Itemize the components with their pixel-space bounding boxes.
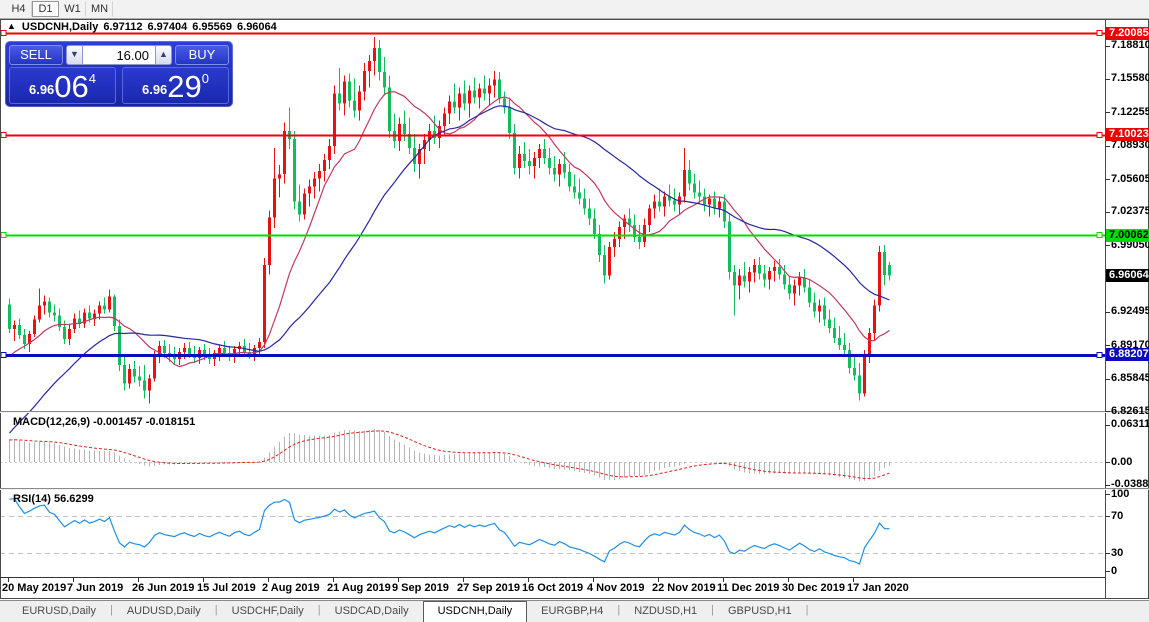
tab-separator: | <box>317 604 321 616</box>
tab-usdcad-daily[interactable]: USDCAD,Daily <box>334 605 409 617</box>
rsi-indicator-label: RSI(14) 56.6299 <box>13 493 94 505</box>
rsi-axis-label: 70 <box>1111 509 1124 522</box>
tab-eurusd-daily[interactable]: EURUSD,Daily <box>22 605 96 617</box>
price-axis-label: 6.89170 <box>1111 338 1149 351</box>
date-axis-label[interactable]: 30 Dec 2019 <box>782 582 845 594</box>
date-axis-label[interactable]: 21 Aug 2019 <box>327 582 391 594</box>
volume-input[interactable]: 16.00 <box>83 45 155 65</box>
price-axis-label: 6.99050 <box>1111 238 1149 251</box>
ohlc-low: 6.95569 <box>192 21 233 33</box>
buy-button[interactable]: BUY <box>175 45 229 65</box>
volume-stepper: ▼ 16.00 ▲ <box>66 45 172 65</box>
chart-title: ▲ USDCNH,Daily 6.97112 6.97404 6.95569 6… <box>7 21 277 33</box>
buy-price-display[interactable]: 6.96 29 0 <box>122 67 229 104</box>
price-axis-label: 7.02375 <box>1111 205 1149 218</box>
date-axis-label[interactable]: 2 Aug 2019 <box>262 582 320 594</box>
triangle-down-icon: ▼ <box>70 49 79 59</box>
date-axis-label[interactable]: 16 Oct 2019 <box>522 582 584 594</box>
date-axis-label[interactable]: 22 Nov 2019 <box>652 582 716 594</box>
current-price-badge: 6.96064 <box>1106 269 1149 283</box>
timeframe-toolbar: H4 D1 W1 MN <box>0 0 1149 19</box>
sell-price-display[interactable]: 6.96 06 4 <box>9 67 116 104</box>
chart-tabs-bar: EURUSD,Daily | AUDUSD,Daily | USDCHF,Daily | U… <box>0 600 1149 622</box>
ohlc-close: 6.96064 <box>237 21 277 33</box>
symbol-period-label: USDCNH,Daily <box>21 21 99 33</box>
level-price-badge: 7.00062 <box>1106 228 1149 242</box>
level-price-badge: 7.20085 <box>1106 26 1149 40</box>
price-axis-label: 7.15580 <box>1111 72 1149 84</box>
tab-audusd-daily[interactable]: AUDUSD,Daily <box>126 605 201 617</box>
triangle-up-icon: ▲ <box>159 49 168 59</box>
macd-axis-label: 0.063113 <box>1111 418 1149 431</box>
timeframe-button-w1[interactable]: W1 <box>59 1 86 17</box>
tab-gbpusd-h1[interactable]: GBPUSD,H1 <box>728 605 792 617</box>
tab-usdchf-daily[interactable]: USDCHF,Daily <box>231 605 304 617</box>
macd-axis-label: 0.00 <box>1111 455 1133 468</box>
timeframe-button-d1[interactable]: D1 <box>32 1 59 17</box>
date-axis-label[interactable]: 26 Jun 2019 <box>132 582 195 594</box>
tab-separator: | <box>617 604 621 616</box>
volume-increase-button[interactable]: ▲ <box>155 45 172 65</box>
tab-separator: | <box>711 604 714 616</box>
ohlc-open: 6.97112 <box>103 21 143 33</box>
date-axis-label[interactable]: 17 Jan 2020 <box>847 582 909 594</box>
tab-usdcnh-daily[interactable]: USDCNH,Daily <box>422 601 528 622</box>
date-axis-label[interactable]: 20 May 2019 <box>2 582 67 594</box>
macd-indicator-label: MACD(12,26,9) -0.001457 -0.018151 <box>13 416 196 428</box>
rsi-axis-label: 100 <box>1111 487 1130 500</box>
tab-separator: | <box>805 604 809 616</box>
level-price-badge: 6.88207 <box>1106 348 1149 362</box>
ohlc-high: 6.97404 <box>147 21 188 33</box>
rsi-axis-label: 0 <box>1111 564 1118 577</box>
volume-decrease-button[interactable]: ▼ <box>66 45 83 65</box>
date-axis-label[interactable]: 27 Sep 2019 <box>457 582 520 594</box>
one-click-trading-arrow-icon[interactable]: ▲ <box>7 21 16 31</box>
level-price-badge: 7.10023 <box>1106 128 1149 142</box>
date-axis-label[interactable]: 15 Jul 2019 <box>197 582 256 594</box>
date-axis-label[interactable]: 4 Nov 2019 <box>587 582 645 594</box>
price-axis-label: 7.18810 <box>1111 39 1149 52</box>
date-axis-label[interactable]: 9 Sep 2019 <box>392 582 449 594</box>
rsi-axis-label: 30 <box>1111 546 1124 559</box>
macd-axis-label: -0.038872 <box>1111 478 1149 491</box>
timeframe-button-h4[interactable]: H4 <box>5 1 32 17</box>
date-axis-label[interactable]: 11 Dec 2019 <box>717 582 780 594</box>
tab-separator: | <box>214 604 218 616</box>
price-axis-label: 6.82615 <box>1111 404 1149 417</box>
price-axis-label: 7.12255 <box>1111 105 1149 118</box>
tab-separator: | <box>109 604 113 616</box>
sell-button[interactable]: SELL <box>9 45 63 65</box>
price-axis-label: 6.85845 <box>1111 372 1149 385</box>
timeframe-button-mn[interactable]: MN <box>86 1 113 17</box>
price-axis-label: 6.92495 <box>1111 305 1149 318</box>
tab-eurgbp-h4[interactable]: EURGBP,H4 <box>541 605 604 617</box>
one-click-trading-panel: SELL ▼ 16.00 ▲ BUY 6.96 06 4 6.96 29 0 <box>5 41 233 107</box>
tab-nzdusd-h1[interactable]: NZDUSD,H1 <box>634 605 698 617</box>
price-axis-label: 7.05605 <box>1111 172 1149 185</box>
date-axis-label[interactable]: 7 Jun 2019 <box>67 582 124 594</box>
price-axis-label: 7.08930 <box>1111 139 1149 152</box>
